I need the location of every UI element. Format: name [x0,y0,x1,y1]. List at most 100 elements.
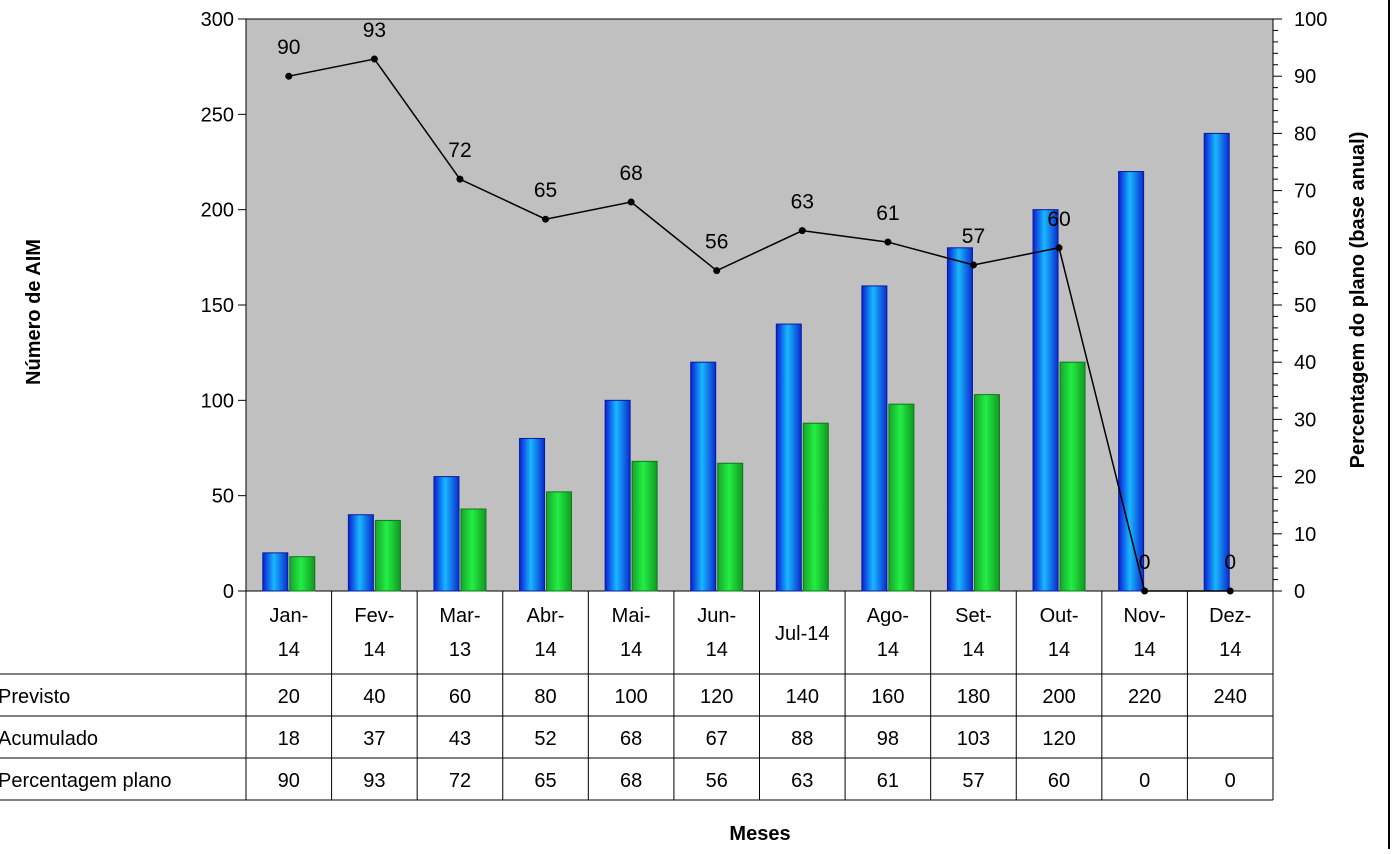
table-cell: 93 [363,770,385,792]
y-tick-label: 300 [201,9,234,31]
data-label: 0 [1139,551,1151,574]
x-tick-label: Abr- [527,605,565,627]
bar-previsto [604,399,631,592]
y-tick-label: 0 [223,581,234,603]
x-tick-label: 14 [1219,639,1241,661]
y-tick-label: 150 [201,295,234,317]
bar-previsto [1118,171,1145,592]
bar-previsto [775,323,802,592]
data-label: 90 [277,36,300,59]
table-cell: 63 [791,770,813,792]
data-label: 57 [962,225,985,248]
table-cell: 67 [706,728,728,750]
y-tick-label: 250 [201,104,234,126]
x-tick-label: 14 [363,639,385,661]
line-point [1141,587,1149,595]
table-cell: 56 [706,770,728,792]
table-cell: 220 [1128,686,1161,708]
line-point [798,227,806,235]
y2-tick-label: 10 [1294,524,1316,546]
table-row-label: Previsto [0,686,70,708]
x-tick-label: Nov- [1124,605,1166,627]
table-cell: 200 [1042,686,1075,708]
table-cell: 18 [278,728,300,750]
data-label: 65 [534,179,557,202]
data-label: 56 [705,231,728,254]
table-cell: 120 [1042,728,1075,750]
table-cell: 20 [278,686,300,708]
x-tick-label: Ago- [867,605,909,627]
table-cell: 0 [1225,770,1236,792]
table-cell: 37 [363,728,385,750]
plot-area [245,18,1274,592]
line-point [1055,244,1063,252]
table-cell: 61 [877,770,899,792]
table-cell: 40 [363,686,385,708]
data-label: 0 [1224,551,1236,574]
bar-previsto [262,552,289,592]
bar-acumulado [374,519,401,592]
table-cell: 52 [534,728,556,750]
line-point [969,261,977,269]
table-row-label: Acumulado [0,728,98,750]
x-tick-label: 14 [534,639,556,661]
x-tick-label: Jan- [269,605,308,627]
x-tick-label: Set- [955,605,992,627]
bar-acumulado [888,403,915,592]
x-tick-label: Out- [1040,605,1079,627]
y2-tick-label: 80 [1294,123,1316,145]
table-cell: 180 [957,686,990,708]
line-point [542,215,550,223]
table-cell: 80 [534,686,556,708]
bar-acumulado [1059,361,1086,592]
table-cell: 68 [620,770,642,792]
table-cell: 120 [700,686,733,708]
bar-acumulado [973,394,1000,592]
data-label: 63 [791,191,814,214]
x-tick-label: 13 [449,639,471,661]
table-cell: 98 [877,728,899,750]
x-tick-label: 14 [620,639,642,661]
table-cell: 43 [449,728,471,750]
y2-tick-label: 20 [1294,467,1316,489]
y2-tick-label: 0 [1294,581,1305,603]
bar-acumulado [460,508,487,592]
x-tick-label: 14 [278,639,300,661]
bar-previsto [519,437,546,592]
x-tick-label: 14 [706,639,728,661]
bar-acumulado [546,491,573,592]
line-point [627,198,635,206]
bar-acumulado [802,422,829,592]
x-tick-label: Mai- [612,605,651,627]
data-label: 72 [448,139,471,162]
data-label: 93 [363,19,386,42]
x-axis-title: Meses [729,823,790,845]
table-row-label: Percentagem plano [0,770,171,792]
y-tick-label: 50 [212,486,234,508]
line-percentagem [288,58,1231,592]
table-cell: 140 [786,686,819,708]
table-cell: 60 [1048,770,1070,792]
bar-previsto [1032,209,1059,592]
bar-previsto [946,247,973,592]
y2-tick-label: 70 [1294,181,1316,203]
x-tick-label: Mar- [439,605,480,627]
y-axis-title: Número de AIM [23,239,45,385]
y2-tick-label: 100 [1294,9,1327,31]
y2-tick-label: 40 [1294,352,1316,374]
y2-axis-title: Percentagem do plano (base anual) [1347,132,1369,469]
y2-tick-label: 60 [1294,238,1316,260]
table-cell: 100 [614,686,647,708]
bar-previsto [433,476,460,592]
data-label: 60 [1047,208,1070,231]
bar-previsto [690,361,717,592]
line-point [456,175,464,183]
y2-tick-label: 30 [1294,409,1316,431]
table-cell: 240 [1214,686,1247,708]
table-cell: 103 [957,728,990,750]
table-cell: 68 [620,728,642,750]
bar-previsto [347,514,374,592]
x-tick-label: Dez- [1209,605,1251,627]
